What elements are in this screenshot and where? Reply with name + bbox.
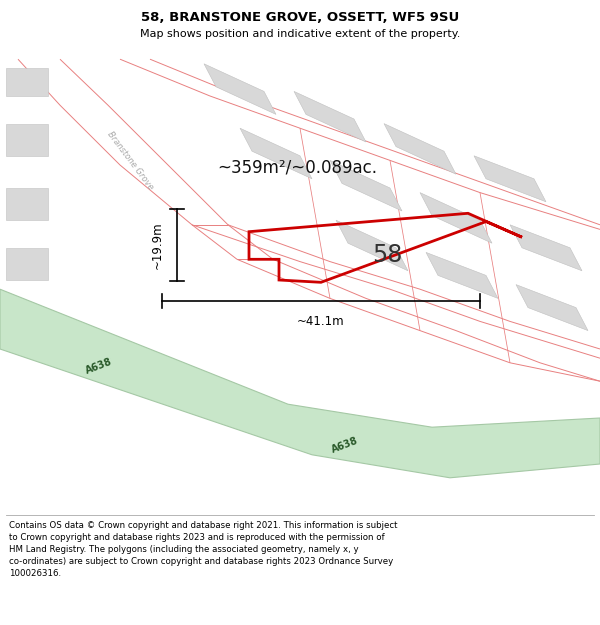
Text: Contains OS data © Crown copyright and database right 2021. This information is : Contains OS data © Crown copyright and d… xyxy=(9,521,398,578)
Text: A638: A638 xyxy=(330,435,359,454)
Polygon shape xyxy=(384,124,456,174)
Polygon shape xyxy=(330,161,402,211)
Text: A638: A638 xyxy=(84,357,113,376)
Polygon shape xyxy=(516,284,588,331)
Polygon shape xyxy=(6,124,48,156)
Polygon shape xyxy=(474,156,546,202)
Polygon shape xyxy=(420,192,492,243)
Text: Branstone Grove: Branstone Grove xyxy=(105,129,155,191)
Polygon shape xyxy=(0,289,600,478)
Polygon shape xyxy=(204,64,276,114)
Text: 58, BRANSTONE GROVE, OSSETT, WF5 9SU: 58, BRANSTONE GROVE, OSSETT, WF5 9SU xyxy=(141,11,459,24)
Polygon shape xyxy=(336,220,408,271)
Polygon shape xyxy=(6,68,48,96)
Polygon shape xyxy=(6,248,48,280)
Polygon shape xyxy=(510,225,582,271)
Polygon shape xyxy=(294,91,366,142)
Text: ~359m²/~0.089ac.: ~359m²/~0.089ac. xyxy=(217,158,377,176)
Text: Map shows position and indicative extent of the property.: Map shows position and indicative extent… xyxy=(140,29,460,39)
Polygon shape xyxy=(6,188,48,220)
Polygon shape xyxy=(426,253,498,298)
Polygon shape xyxy=(240,128,312,179)
Text: ~19.9m: ~19.9m xyxy=(151,221,164,269)
Text: 58: 58 xyxy=(372,242,402,267)
Text: ~41.1m: ~41.1m xyxy=(297,316,345,328)
